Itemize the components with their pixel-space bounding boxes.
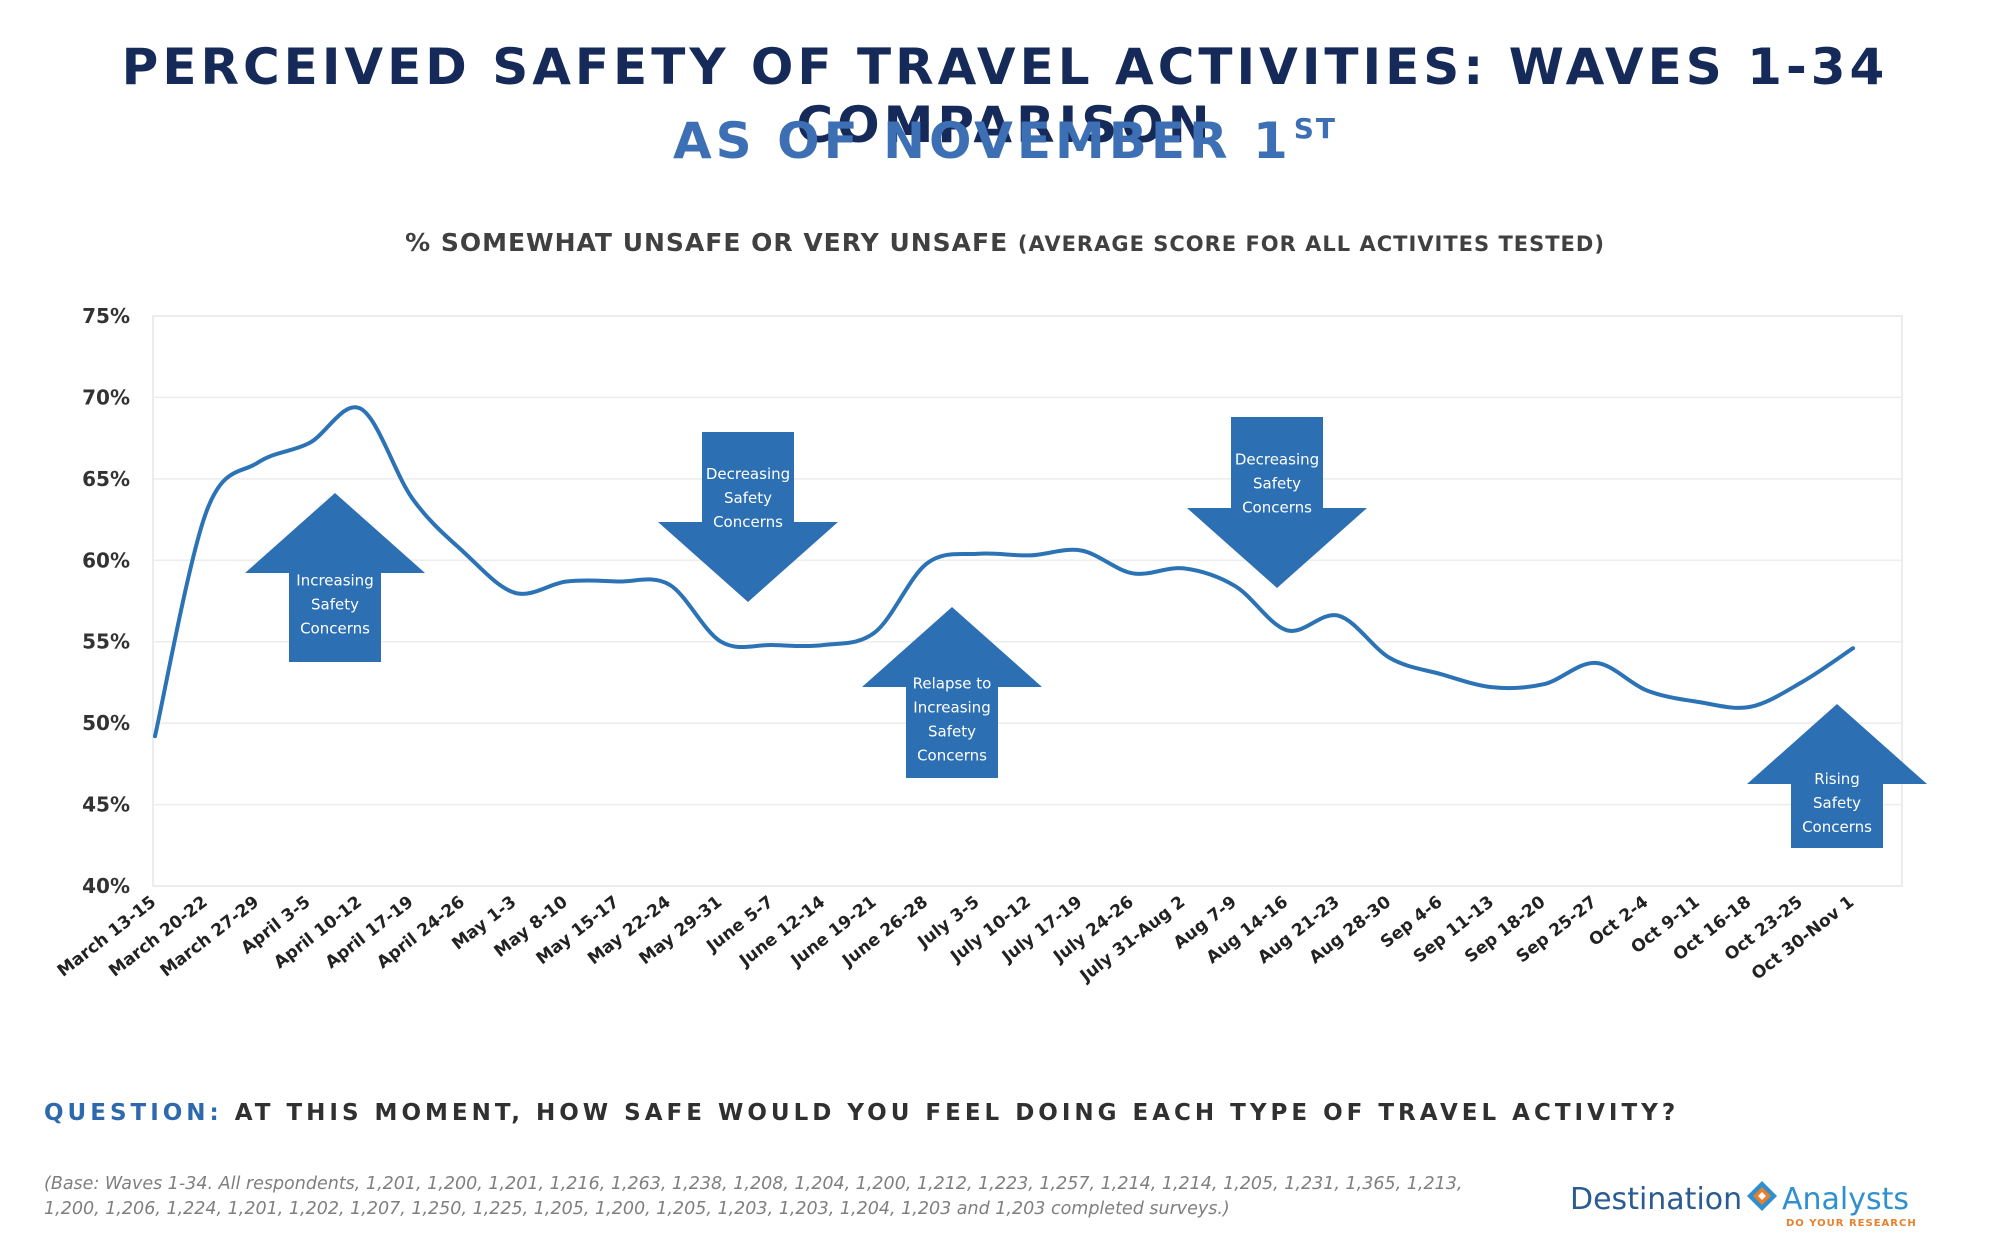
- annotation-arrow-up: Relapse to Increasing Safety Concerns: [862, 607, 1042, 778]
- annotation-arrow-down: Decreasing Safety Concerns: [1187, 417, 1367, 588]
- annotation-arrows: Increasing Safety Concerns Decreasing Safety…: [245, 417, 1927, 848]
- chart-grid: [152, 315, 1903, 887]
- arrow-label-line: Concerns: [713, 513, 783, 531]
- chart-heading-paren: (AVERAGE SCORE FOR ALL ACTIVITES TESTED): [1017, 232, 1605, 256]
- plot-frame: [152, 315, 1903, 887]
- arrow-label-line: Safety: [1253, 475, 1301, 493]
- survey-question: QUESTION: AT THIS MOMENT, HOW SAFE WOULD…: [44, 1100, 1679, 1126]
- subtitle-main: AS OF NOVEMBER 1: [672, 112, 1292, 170]
- logo-word-destination: Destination: [1570, 1182, 1743, 1217]
- arrow-label-line: Concerns: [917, 747, 987, 765]
- x-tick-label: April 10-12: [270, 892, 366, 973]
- arrow-shape: [245, 493, 425, 662]
- arrow-label-line: Concerns: [1242, 499, 1312, 517]
- annotation-arrow-up: Increasing Safety Concerns: [245, 493, 425, 662]
- x-tick-label: April 24-26: [373, 892, 469, 973]
- arrow-shape: [658, 432, 838, 602]
- y-tick-label: 65%: [82, 467, 130, 491]
- company-logo: Destination Analysts DO YOUR RESEARCH: [1570, 1176, 1940, 1236]
- question-label: QUESTION:: [44, 1100, 223, 1126]
- page-title: PERCEIVED SAFETY OF TRAVEL ACTIVITIES: W…: [121, 38, 1889, 154]
- series-line: [153, 405, 1855, 739]
- chart-heading-main: % SOMEWHAT UNSAFE OR VERY UNSAFE: [405, 228, 1009, 257]
- y-tick-label: 55%: [82, 630, 130, 654]
- line-chart: 40% 45% 50% 55% 60% 65% 70% 75% March 13-15Marc…: [54, 304, 1927, 987]
- arrow-label-line: Concerns: [1802, 818, 1872, 836]
- arrow-label-line: Safety: [928, 723, 976, 741]
- y-tick-label: 50%: [82, 711, 130, 735]
- y-tick-label: 60%: [82, 548, 130, 572]
- y-tick-label: 45%: [82, 793, 130, 817]
- arrow-label-line: Decreasing: [706, 465, 790, 483]
- arrow-label-line: Safety: [1813, 794, 1861, 812]
- arrow-shape: [862, 607, 1042, 778]
- arrow-label-line: Decreasing: [1235, 451, 1319, 469]
- y-axis: 40% 45% 50% 55% 60% 65% 70% 75%: [82, 304, 130, 898]
- arrow-label-line: Rising: [1814, 770, 1860, 788]
- diamond-logo-icon: [1747, 1181, 1777, 1211]
- base-note: (Base: Waves 1-34. All respondents, 1,20…: [44, 1174, 1463, 1219]
- arrow-label-line: Safety: [311, 596, 359, 614]
- chart-heading: % SOMEWHAT UNSAFE OR VERY UNSAFE (AVERAG…: [0, 228, 2010, 257]
- y-tick-label: 70%: [82, 385, 130, 409]
- y-tick-label: 40%: [82, 874, 130, 898]
- logo-word-analysts: Analysts: [1782, 1182, 1910, 1217]
- annotation-arrow-up: Rising Safety Concerns: [1747, 704, 1927, 848]
- subtitle-superscript: ST: [1293, 112, 1338, 145]
- arrow-label-line: Relapse to: [913, 675, 992, 693]
- arrow-shape: [1187, 417, 1367, 588]
- logo-tagline: DO YOUR RESEARCH: [1786, 1218, 1917, 1229]
- page-subtitle: AS OF NOVEMBER 1ST: [0, 112, 2010, 170]
- arrow-shape: [1747, 704, 1927, 848]
- arrow-label-line: Safety: [724, 489, 772, 507]
- arrow-label-line: Increasing: [296, 572, 373, 590]
- y-tick-label: 75%: [82, 304, 130, 328]
- arrow-label-line: Concerns: [300, 620, 370, 638]
- question-text: AT THIS MOMENT, HOW SAFE WOULD YOU FEEL …: [234, 1100, 1680, 1126]
- annotation-arrow-down: Decreasing Safety Concerns: [658, 432, 838, 602]
- arrow-label-line: Increasing: [913, 699, 990, 717]
- x-tick-label: April 17-19: [322, 892, 418, 973]
